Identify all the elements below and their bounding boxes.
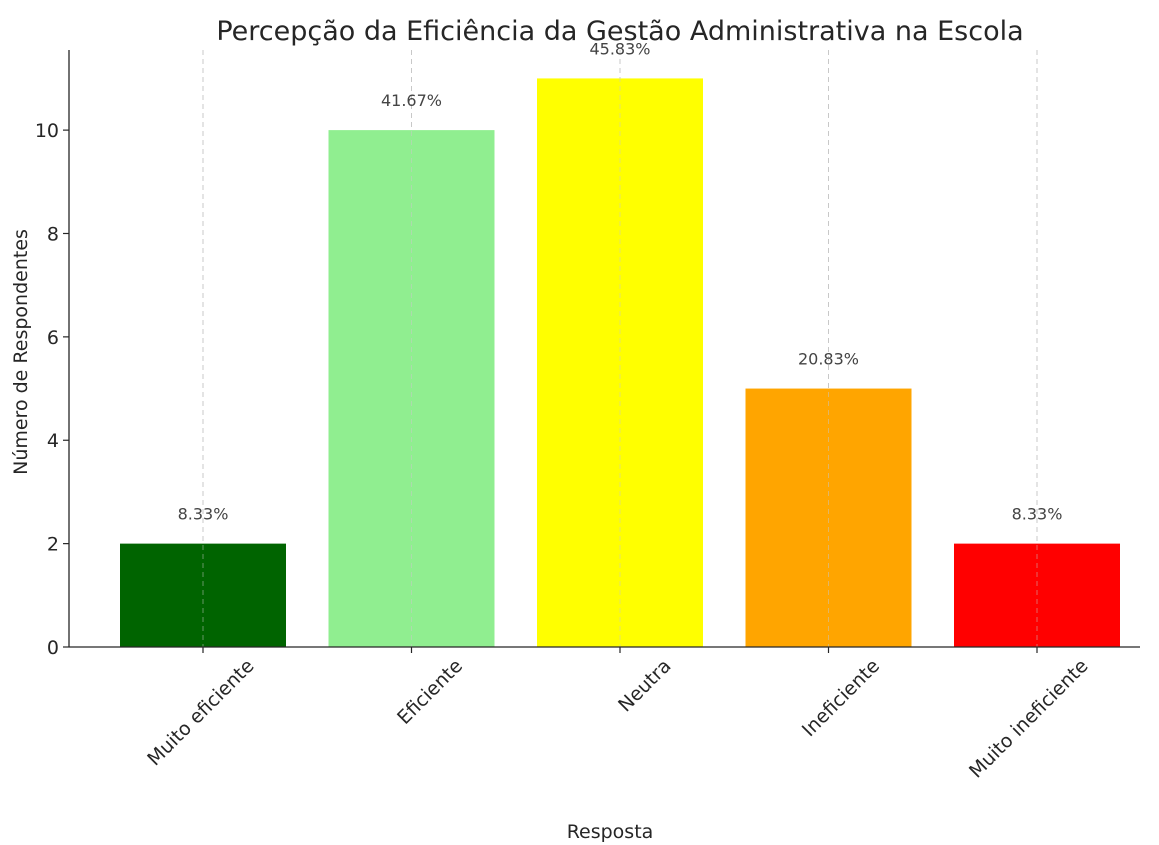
- y-tick-label: 0: [47, 637, 59, 659]
- bar: [537, 78, 703, 647]
- y-tick-label: 4: [47, 430, 59, 452]
- bar: [120, 543, 286, 647]
- data-label-layer: 8.33% 41.67% 45.83% 20.83% 8.33%: [178, 39, 1063, 523]
- x-tick-label: Eficiente: [393, 655, 467, 729]
- y-tick-label: 6: [47, 327, 59, 349]
- chart-title: Percepção da Eficiência da Gestão Admini…: [216, 16, 1023, 47]
- x-tick-label: Muito eficiente: [143, 655, 258, 770]
- bar: [954, 543, 1120, 647]
- data-label: 8.33%: [178, 505, 229, 524]
- x-axis-label: Resposta: [567, 821, 654, 843]
- y-tick-label: 2: [47, 534, 59, 556]
- x-tick-label: Neutra: [614, 655, 675, 716]
- y-tick-label: 8: [47, 223, 59, 245]
- bar-layer: [120, 78, 1120, 647]
- x-tick-label: Muito ineficiente: [965, 655, 1093, 783]
- data-label: 8.33%: [1012, 505, 1063, 524]
- y-axis-label: Número de Respondentes: [10, 229, 32, 475]
- data-label: 20.83%: [798, 350, 859, 369]
- y-tick-label: 10: [35, 120, 59, 142]
- data-label: 45.83%: [589, 39, 650, 58]
- x-tick-label: Ineficiente: [798, 655, 884, 741]
- data-label: 41.67%: [381, 91, 442, 110]
